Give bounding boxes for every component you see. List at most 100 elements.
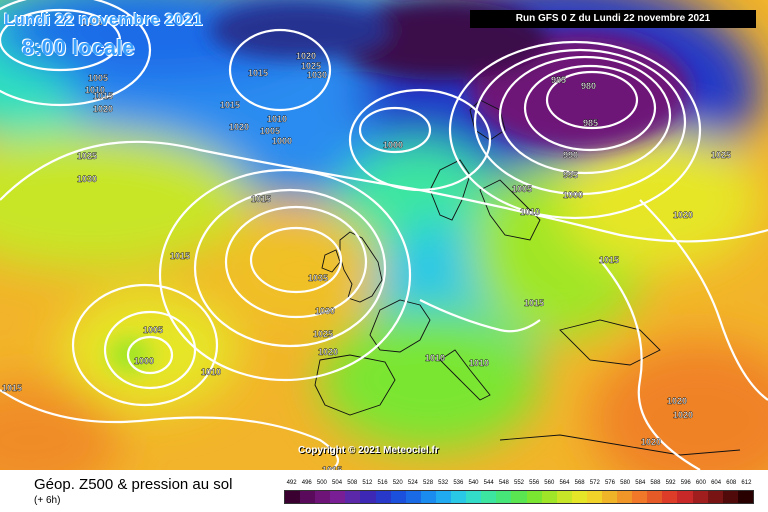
scale-swatch <box>632 491 648 503</box>
scale-tick-label: 564 <box>559 480 570 486</box>
scale-swatch <box>420 491 436 503</box>
scale-swatch <box>541 491 557 503</box>
isobar-label: 1015 <box>251 194 271 204</box>
scale-swatch <box>737 491 753 503</box>
scale-tick-label: 548 <box>498 480 509 486</box>
scale-tick-label: 604 <box>711 480 722 486</box>
isobar-label: 985 <box>583 118 598 128</box>
isobar-label: 1020 <box>93 104 113 114</box>
scale-swatch <box>466 491 482 503</box>
scale-tick-label: 584 <box>635 480 646 486</box>
scale-tick-label: 572 <box>589 480 600 486</box>
scale-tick-label: 540 <box>468 480 479 486</box>
isobar-label: 1035 <box>308 273 328 283</box>
scale-tick-label: 516 <box>377 480 388 486</box>
isobar-label: 1015 <box>2 383 22 393</box>
forecast-step: (+ 6h) <box>34 495 61 506</box>
scale-swatch <box>617 491 633 503</box>
isobar-lines <box>0 0 768 470</box>
scale-swatch <box>435 491 452 503</box>
isobar-label: 1005 <box>143 325 163 335</box>
scale-swatch <box>511 491 527 503</box>
scale-swatch <box>707 491 723 503</box>
scale-swatch <box>390 491 406 503</box>
scale-tick-label: 512 <box>362 480 373 486</box>
scale-swatch <box>300 491 316 503</box>
isobar-label: 1005 <box>512 184 532 194</box>
isobar-label: 1005 <box>260 126 280 136</box>
scale-tick-label: 496 <box>301 480 312 486</box>
scale-swatch <box>571 491 587 503</box>
copyright: Copyright © 2021 Meteociel.fr <box>298 445 439 456</box>
scale-tick-label: 524 <box>407 480 418 486</box>
isobar-label: 1020 <box>673 410 693 420</box>
scale-swatch <box>647 491 663 503</box>
isobar-label: 985 <box>551 75 566 85</box>
scale-swatch <box>556 491 572 503</box>
isobar-label: 1020 <box>229 122 249 132</box>
isobar-label: 1025 <box>313 329 333 339</box>
color-scale-ticks: 492 496 500 504 508 512 516 520 524 528 532 536 540 5… <box>284 480 754 490</box>
isobar-label: 1010 <box>520 207 540 217</box>
weather-map: 1000100510101015102010251030101510201025… <box>0 0 768 470</box>
isobar-label: 1030 <box>315 306 335 316</box>
isobar-label: 995 <box>563 170 578 180</box>
scale-tick-label: 508 <box>347 480 358 486</box>
scale-tick-label: 500 <box>316 480 327 486</box>
scale-tick-label: 492 <box>286 480 297 486</box>
isobar-label: 1015 <box>170 251 190 261</box>
isobar-label: 1010 <box>267 114 287 124</box>
scale-swatch <box>586 491 602 503</box>
isobar-label: 980 <box>581 81 596 91</box>
isobar-label: 1025 <box>711 150 731 160</box>
isobar-label: 1015 <box>93 91 113 101</box>
scale-tick-label: 528 <box>423 480 434 486</box>
isobar-label: 1025 <box>301 61 321 71</box>
scale-tick-label: 600 <box>695 480 706 486</box>
isobar-label: 1000 <box>272 136 292 146</box>
scale-swatch <box>481 491 497 503</box>
scale-tick-label: 544 <box>483 480 494 486</box>
isobar-label: 990 <box>563 150 578 160</box>
scale-swatch <box>315 491 331 503</box>
map-title: Géop. Z500 & pression au sol <box>34 476 233 493</box>
scale-tick-label: 608 <box>726 480 737 486</box>
scale-tick-label: 592 <box>665 480 676 486</box>
scale-swatch <box>451 491 467 503</box>
scale-tick-label: 580 <box>620 480 631 486</box>
isobar-label: 1015 <box>248 68 268 78</box>
isobar-label: 1030 <box>77 174 97 184</box>
forecast-date: Lundi 22 novembre 2021 <box>4 10 203 29</box>
isobar-label: 1025 <box>77 151 97 161</box>
scale-tick-label: 588 <box>650 480 661 486</box>
scale-swatch <box>526 491 542 503</box>
isobar-label: 1015 <box>599 255 619 265</box>
isobar-label: 1010 <box>425 353 445 363</box>
scale-tick-label: 612 <box>741 480 752 486</box>
scale-swatch <box>722 491 738 503</box>
scale-swatch <box>375 491 391 503</box>
scale-swatch <box>662 491 678 503</box>
isobar-label: 1010 <box>201 367 221 377</box>
scale-swatch <box>405 491 421 503</box>
isobar-label: 1015 <box>322 465 342 470</box>
scale-swatch <box>692 491 708 503</box>
scale-swatch <box>345 491 361 503</box>
scale-tick-label: 532 <box>438 480 449 486</box>
isobar-label: 1000 <box>383 140 403 150</box>
isobar-label: 1020 <box>318 347 338 357</box>
scale-tick-label: 556 <box>529 480 540 486</box>
scale-swatch <box>496 491 512 503</box>
scale-swatch <box>601 491 618 503</box>
isobar-label: 1020 <box>641 437 661 447</box>
forecast-hour: 8:00 locale <box>22 35 135 60</box>
isobar-label: 1015 <box>220 100 240 110</box>
scale-tick-label: 596 <box>680 480 691 486</box>
isobar-label: 1010 <box>85 85 105 95</box>
scale-tick-label: 560 <box>544 480 555 486</box>
scale-tick-label: 552 <box>513 480 525 486</box>
scale-swatch <box>677 491 693 503</box>
isobar-label: 1015 <box>524 298 544 308</box>
color-scale-bar <box>284 490 754 504</box>
